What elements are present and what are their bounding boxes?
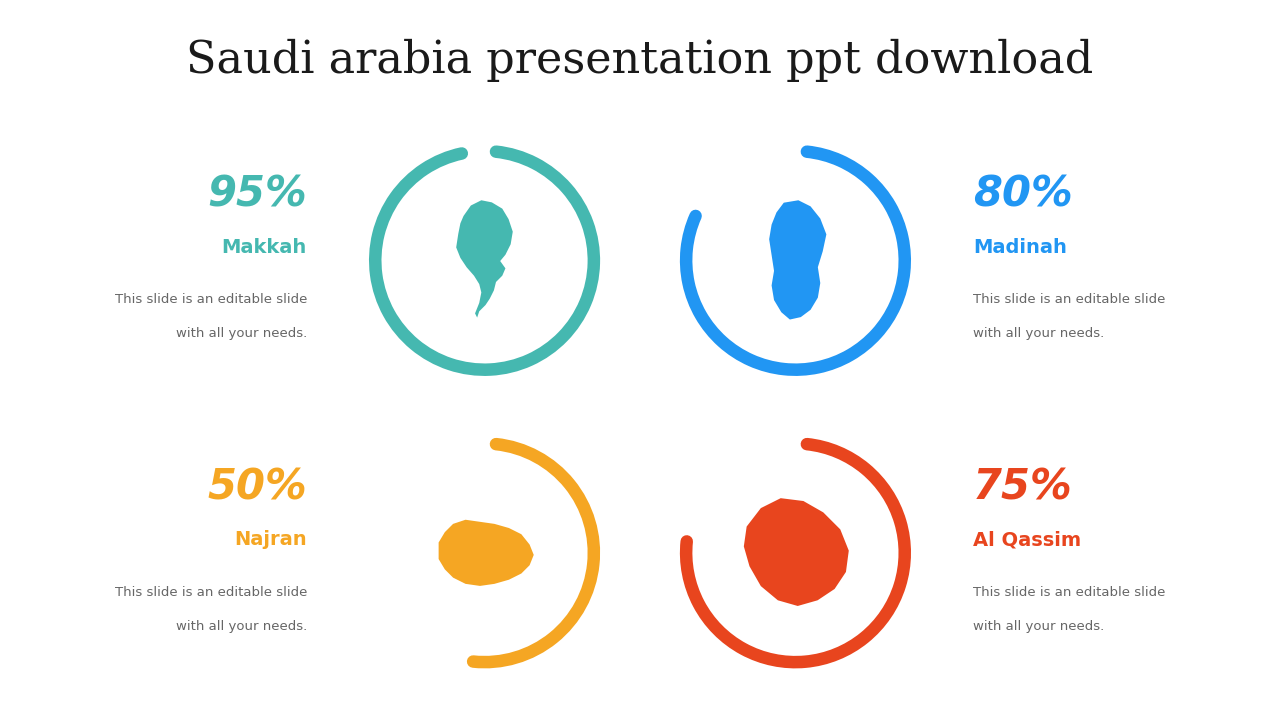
Text: This slide is an editable slide: This slide is an editable slide [114, 585, 307, 599]
Text: Madinah: Madinah [973, 238, 1068, 257]
Text: 75%: 75% [973, 467, 1073, 508]
Text: 95%: 95% [207, 174, 307, 216]
Text: 50%: 50% [207, 467, 307, 508]
Text: with all your needs.: with all your needs. [973, 328, 1105, 341]
Text: Saudi arabia presentation ppt download: Saudi arabia presentation ppt download [187, 39, 1093, 82]
Text: Najran: Najran [234, 530, 307, 549]
Polygon shape [439, 520, 534, 586]
Text: This slide is an editable slide: This slide is an editable slide [973, 585, 1166, 599]
Text: with all your needs.: with all your needs. [175, 328, 307, 341]
Text: This slide is an editable slide: This slide is an editable slide [114, 293, 307, 306]
Polygon shape [456, 200, 513, 318]
Text: Al Qassim: Al Qassim [973, 530, 1082, 549]
Text: 80%: 80% [973, 174, 1073, 216]
Text: with all your needs.: with all your needs. [175, 620, 307, 633]
Polygon shape [769, 200, 827, 320]
Polygon shape [744, 498, 849, 606]
Text: Makkah: Makkah [221, 238, 307, 257]
Text: This slide is an editable slide: This slide is an editable slide [973, 293, 1166, 306]
Text: with all your needs.: with all your needs. [973, 620, 1105, 633]
